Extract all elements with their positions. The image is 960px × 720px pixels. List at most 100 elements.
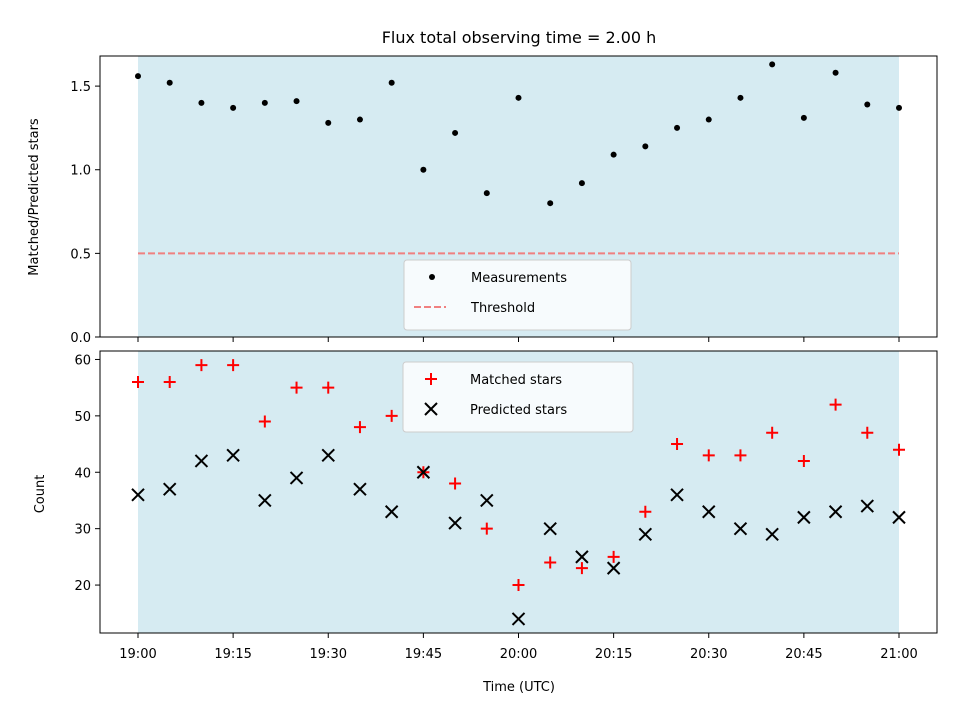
bottom-legend-box (402, 361, 634, 433)
matched-stars-point (385, 409, 398, 422)
measurement-point (800, 114, 807, 121)
legend-label: Threshold (470, 301, 535, 316)
bottom-y-tick-label: 60 (74, 353, 91, 368)
measurement-point (483, 190, 490, 197)
matched-stars-point (702, 449, 715, 462)
matched-stars-point (797, 454, 810, 467)
matched-stars-point (861, 426, 874, 439)
matched-stars-point (132, 376, 144, 389)
x-tick-label: 20:15 (595, 647, 632, 662)
measurement-point (642, 143, 649, 150)
measurement-point (420, 166, 427, 173)
legend-label: Predicted stars (470, 403, 567, 418)
x-tick-label: 19:30 (310, 647, 347, 662)
x-tick-label: 19:00 (119, 647, 156, 662)
legend-label: Matched stars (470, 373, 562, 388)
measurement-point (293, 98, 300, 105)
chart-title: Flux total observing time = 2.00 h (382, 28, 657, 47)
bottom-legend: Matched stars Predicted stars (402, 361, 634, 433)
bottom-series-predicted-stars (131, 448, 906, 626)
x-tick-label: 20:00 (500, 647, 537, 662)
measurement-point (832, 69, 839, 76)
legend-label: Measurements (471, 271, 567, 286)
x-tick-label: 20:30 (690, 647, 727, 662)
measurement-point (135, 73, 141, 80)
matched-stars-point (195, 359, 208, 372)
top-y-tick-label: 1.0 (70, 164, 91, 179)
predicted-stars-point (828, 505, 843, 519)
predicted-stars-point (321, 448, 335, 463)
legend-marker-x (424, 402, 438, 416)
matched-stars-point (639, 505, 652, 518)
predicted-stars-point (448, 516, 462, 530)
top-series-measurements (135, 61, 902, 207)
measurement-point (578, 180, 585, 187)
measurement-point (864, 101, 871, 108)
measurement-point (452, 129, 459, 136)
predicted-stars-point (511, 612, 526, 626)
legend-marker-plus (425, 373, 437, 385)
predicted-stars-point (480, 493, 494, 508)
measurement-point (388, 79, 395, 86)
matched-stars-point (893, 443, 905, 456)
top-y-tick-label: 0.5 (70, 247, 91, 262)
predicted-stars-point (353, 482, 367, 496)
top-legend-box (403, 259, 632, 331)
measurement-point (166, 79, 173, 86)
predicted-stars-point (258, 493, 272, 508)
measurement-point (737, 94, 744, 101)
matched-stars-point (671, 438, 684, 451)
predicted-stars-point (702, 505, 716, 519)
bottom-series-matched-stars (132, 359, 905, 592)
measurement-point (674, 124, 681, 131)
matched-stars-point (575, 562, 588, 575)
matched-stars-point (829, 398, 842, 411)
measurement-point (610, 151, 617, 158)
predicted-stars-point (670, 488, 684, 502)
bottom-y-tick-label: 40 (74, 466, 91, 481)
predicted-stars-point (797, 510, 811, 525)
matched-stars-point (258, 415, 271, 428)
predicted-stars-point (575, 550, 589, 564)
top-y-tick-label: 1.5 (70, 80, 91, 95)
bottom-y-tick-label: 20 (74, 579, 91, 594)
x-tick-label: 21:00 (880, 647, 917, 662)
measurement-point (325, 119, 332, 126)
matched-stars-point (449, 477, 462, 490)
legend-marker-dot (429, 274, 435, 280)
matched-stars-point (480, 522, 493, 535)
predicted-stars-point (163, 482, 177, 496)
measurement-point (230, 104, 237, 111)
top-y-tick-label: 0.0 (70, 331, 91, 346)
predicted-stars-point (543, 521, 557, 536)
predicted-stars-point (892, 510, 906, 525)
top-panel: 0.0 0.5 1.0 1.5 Measurements Threshold (70, 55, 938, 346)
matched-stars-point (766, 426, 779, 439)
measurement-point (261, 99, 268, 106)
bottom-panel: 20 30 40 50 60 19:00 19:15 19:30 19:45 20:00 20:15… (74, 350, 938, 662)
measurement-point (705, 116, 712, 123)
predicted-stars-point (606, 561, 621, 575)
predicted-stars-point (765, 527, 779, 542)
matched-stars-point (512, 579, 525, 592)
x-tick-label: 20:45 (785, 647, 822, 662)
top-legend: Measurements Threshold (403, 259, 632, 331)
predicted-stars-point (733, 521, 748, 536)
matched-stars-point (353, 421, 366, 434)
measurement-point (515, 94, 522, 101)
measurement-point (198, 99, 205, 106)
predicted-stars-point (416, 465, 431, 479)
measurement-point (356, 116, 363, 123)
predicted-stars-point (289, 471, 304, 485)
matched-stars-point (322, 381, 335, 394)
matched-stars-point (607, 550, 620, 563)
x-axis-label: Time (UTC) (482, 680, 555, 695)
matched-stars-point (227, 359, 240, 372)
matched-stars-point (163, 376, 176, 389)
matched-stars-point (734, 449, 747, 462)
x-tick-label: 19:45 (405, 647, 442, 662)
top-y-axis-label: Matched/Predicted stars (27, 118, 42, 276)
predicted-stars-point (131, 488, 145, 502)
bottom-y-tick-label: 30 (74, 523, 91, 538)
